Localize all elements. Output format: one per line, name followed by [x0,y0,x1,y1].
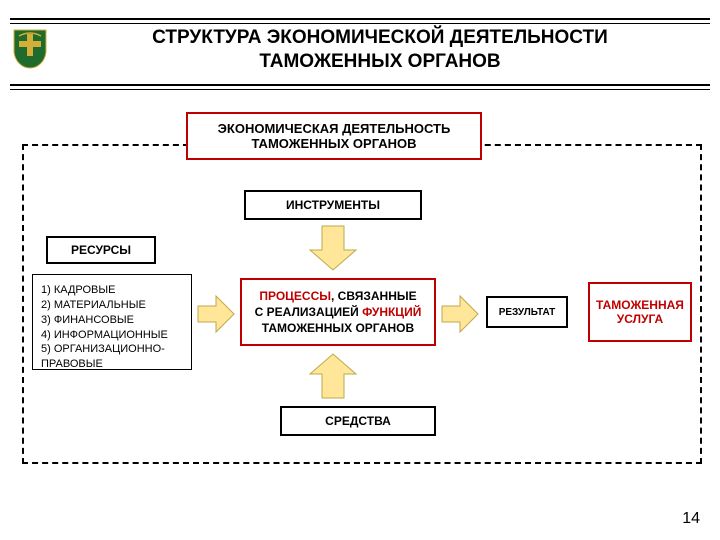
title-line1: СТРУКТУРА ЭКОНОМИЧЕСКОЙ ДЕЯТЕЛЬНОСТИ [152,27,608,48]
arrow-right2-icon [440,294,480,334]
node-instruments: ИНСТРУМЕНТЫ [244,190,422,220]
node-means: СРЕДСТВА [280,406,436,436]
processes-l2a: С РЕАЛИЗАЦИЕЙ [255,305,362,319]
result-label: РЕЗУЛЬТАТ [499,307,556,318]
node-economic-activity: ЭКОНОМИЧЕСКАЯ ДЕЯТЕЛЬНОСТЬ ТАМОЖЕННЫХ ОР… [186,112,482,160]
service-line1: ТАМОЖЕННАЯ [596,298,684,312]
node-processes: ПРОЦЕССЫ, СВЯЗАННЫЕ С РЕАЛИЗАЦИЕЙ ФУНКЦИ… [240,278,436,346]
node-customs-service: ТАМОЖЕННАЯ УСЛУГА [588,282,692,342]
title-line2: ТАМОЖЕННЫХ ОРГАНОВ [259,51,500,72]
arrow-down-icon [308,224,358,272]
processes-kw2: ФУНКЦИЙ [362,305,421,319]
resources-item-4: 4) ИНФОРМАЦИОННЫЕ [41,328,183,343]
node-resources-title: РЕСУРСЫ [46,236,156,264]
page-title: СТРУКТУРА ЭКОНОМИЧЕСКОЙ ДЕЯТЕЛЬНОСТИ ТАМ… [60,26,700,74]
arrow-up-icon [308,352,358,400]
resources-label: РЕСУРСЫ [71,243,131,257]
service-line2: УСЛУГА [617,312,663,326]
arrow-right1-icon [196,294,236,334]
node-resources-list: 1) КАДРОВЫЕ 2) МАТЕРИАЛЬНЫЕ 3) ФИНАНСОВЫ… [32,274,192,370]
top-rule [10,18,710,24]
processes-kw1: ПРОЦЕССЫ [259,289,331,303]
header-line2: ТАМОЖЕННЫХ ОРГАНОВ [251,136,416,151]
customs-emblem-icon [12,28,48,70]
resources-item-6: ПРАВОВЫЕ [41,357,183,372]
resources-item-5: 5) ОРГАНИЗАЦИОННО- [41,342,183,357]
instruments-label: ИНСТРУМЕНТЫ [286,198,380,212]
resources-item-3: 3) ФИНАНСОВЫЕ [41,313,183,328]
resources-item-2: 2) МАТЕРИАЛЬНЫЕ [41,298,183,313]
processes-l1b: , СВЯЗАННЫЕ [331,289,417,303]
means-label: СРЕДСТВА [325,414,391,428]
resources-item-1: 1) КАДРОВЫЕ [41,283,183,298]
processes-l3: ТАМОЖЕННЫХ ОРГАНОВ [262,321,414,335]
header-line1: ЭКОНОМИЧЕСКАЯ ДЕЯТЕЛЬНОСТЬ [218,121,451,136]
node-result: РЕЗУЛЬТАТ [486,296,568,328]
page-number: 14 [682,510,700,528]
title-bottom-rule [10,84,710,90]
